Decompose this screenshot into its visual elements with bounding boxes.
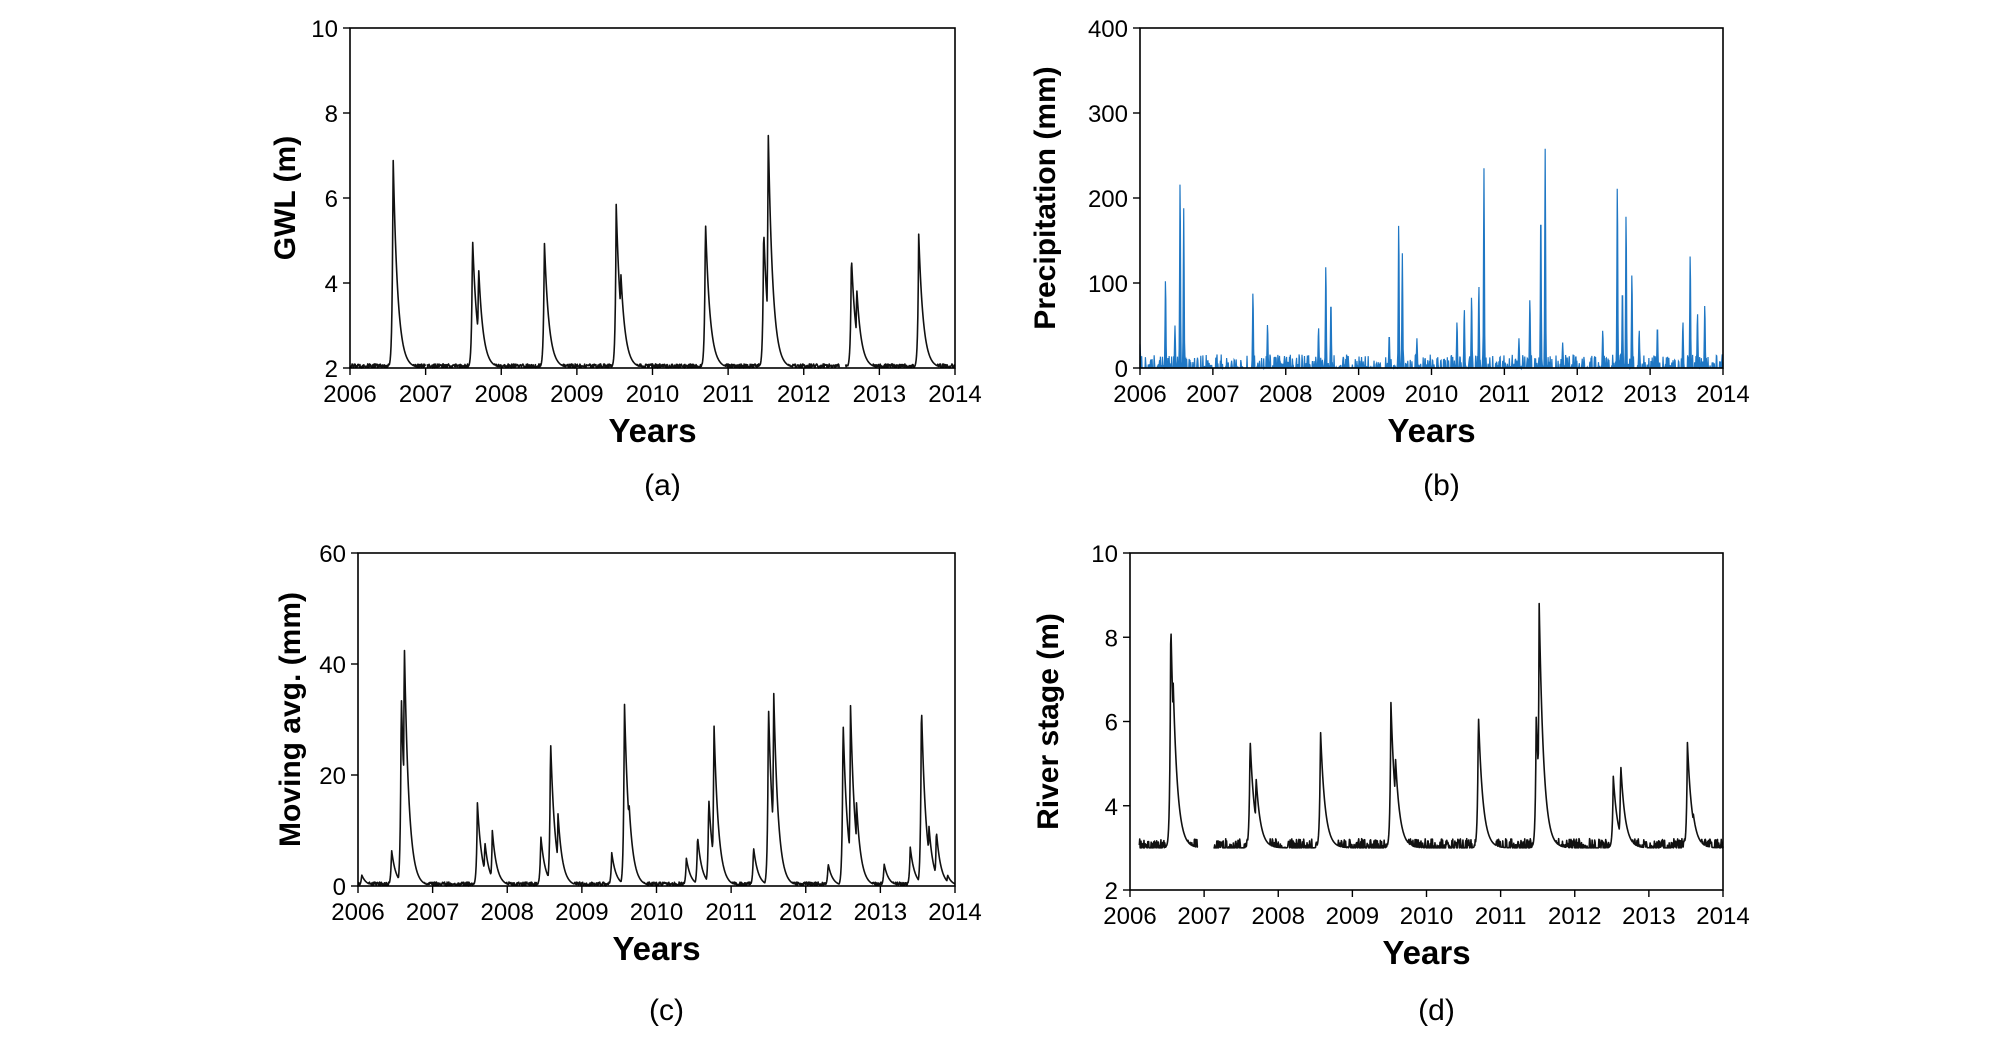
- x-tick-label-b-8: 2014: [1696, 381, 1749, 408]
- panel-caption-c: (c): [649, 994, 684, 1027]
- y-tick-label-a-2: 6: [325, 186, 338, 213]
- x-tick-label-c-1: 2007: [406, 899, 459, 926]
- y-axis-title-c: Moving avg. (mm): [274, 592, 307, 847]
- x-tick-label-b-2: 2008: [1259, 381, 1312, 408]
- x-tick-label-a-7: 2013: [853, 381, 906, 408]
- y-axis-title-a: GWL (m): [269, 136, 302, 260]
- x-axis-title-b: Years: [1387, 412, 1475, 449]
- x-tick-label-b-6: 2012: [1551, 381, 1604, 408]
- y-tick-label-c-2: 40: [319, 652, 346, 679]
- panel-caption-b: (b): [1423, 469, 1460, 502]
- x-tick-label-a-8: 2014: [928, 381, 981, 408]
- x-tick-label-c-8: 2014: [928, 899, 981, 926]
- x-tick-label-c-4: 2010: [630, 899, 683, 926]
- x-tick-label-d-2: 2008: [1252, 903, 1305, 930]
- x-tick-label-b-5: 2011: [1479, 381, 1531, 408]
- x-tick-label-a-3: 2009: [550, 381, 603, 408]
- x-tick-label-a-5: 2011: [702, 381, 754, 408]
- x-tick-label-d-0: 2006: [1103, 903, 1156, 930]
- series-line-d: [1138, 602, 1724, 849]
- plot-frame-a: [349, 27, 956, 369]
- x-tick-label-c-2: 2008: [481, 899, 534, 926]
- x-tick-label-b-1: 2007: [1186, 381, 1239, 408]
- y-axis-title-d: River stage (m): [1032, 613, 1065, 830]
- series-line-a: [349, 134, 956, 369]
- series-area-b: [1139, 148, 1724, 371]
- panel-caption-a: (a): [644, 469, 681, 502]
- plot-frame-d: [1129, 552, 1724, 891]
- x-tick-label-d-4: 2010: [1400, 903, 1453, 930]
- x-tick-label-b-7: 2013: [1623, 381, 1676, 408]
- x-tick-label-a-2: 2008: [475, 381, 528, 408]
- y-axis-title-b: Precipitation (mm): [1029, 66, 1062, 329]
- x-tick-label-d-6: 2012: [1548, 903, 1601, 930]
- x-tick-label-a-6: 2012: [777, 381, 830, 408]
- panel-c: 2006 2007 2008 2009 2010 2011 2012 2013 2014 0 20 4…: [274, 541, 982, 1027]
- panel-d: 2006 2007 2008 2009 2010 2011 2012 2013 2014 2 4 6 8…: [1032, 541, 1750, 1027]
- x-tick-label-d-5: 2011: [1475, 903, 1527, 930]
- x-tick-label-c-0: 2006: [331, 899, 384, 926]
- y-tick-label-b-2: 200: [1088, 186, 1128, 213]
- y-tick-label-d-2: 6: [1105, 710, 1118, 737]
- plot-frame-b: [1139, 27, 1724, 369]
- y-tick-label-c-0: 0: [333, 874, 346, 901]
- x-axis-title-d: Years: [1382, 934, 1470, 971]
- y-tick-label-c-3: 60: [319, 541, 346, 568]
- plot-frame-c: [357, 552, 956, 887]
- x-axis-title-a: Years: [608, 412, 696, 449]
- x-tick-label-c-7: 2013: [854, 899, 907, 926]
- panel-caption-d: (d): [1418, 994, 1455, 1027]
- y-tick-label-d-4: 10: [1091, 541, 1118, 568]
- x-tick-label-a-1: 2007: [399, 381, 452, 408]
- x-tick-label-d-7: 2013: [1622, 903, 1675, 930]
- x-tick-label-d-8: 2014: [1696, 903, 1749, 930]
- x-tick-label-d-1: 2007: [1177, 903, 1230, 930]
- y-tick-label-b-3: 300: [1088, 101, 1128, 128]
- y-tick-label-b-0: 0: [1115, 356, 1128, 383]
- y-tick-label-a-0: 2: [325, 356, 338, 383]
- x-tick-label-b-3: 2009: [1332, 381, 1385, 408]
- x-axis-title-c: Years: [612, 930, 700, 967]
- panel-b: 2006 2007 2008 2009 2010 2011 2012 2013 2014 0 100…: [1029, 16, 1750, 502]
- x-tick-label-b-0: 2006: [1113, 381, 1166, 408]
- x-tick-label-c-6: 2012: [779, 899, 832, 926]
- x-tick-label-a-4: 2010: [626, 381, 679, 408]
- x-tick-label-c-3: 2009: [555, 899, 608, 926]
- x-tick-label-d-3: 2009: [1326, 903, 1379, 930]
- y-tick-label-d-1: 4: [1105, 794, 1118, 821]
- panel-a: 2006 2007 2008 2009 2010 2011 2012 2013 2014 2 4 6 8…: [269, 16, 982, 502]
- y-tick-label-d-0: 2: [1105, 878, 1118, 905]
- x-tick-label-a-0: 2006: [323, 381, 376, 408]
- y-tick-label-d-3: 8: [1105, 625, 1118, 652]
- y-tick-label-a-3: 8: [325, 101, 338, 128]
- y-tick-label-b-1: 100: [1088, 271, 1128, 298]
- y-tick-label-c-1: 20: [319, 763, 346, 790]
- x-tick-label-b-4: 2010: [1405, 381, 1458, 408]
- y-tick-label-a-4: 10: [311, 16, 338, 43]
- y-tick-label-b-4: 400: [1088, 16, 1128, 43]
- series-line-c: [357, 649, 956, 887]
- x-tick-label-c-5: 2011: [705, 899, 757, 926]
- y-tick-label-a-1: 4: [325, 271, 338, 298]
